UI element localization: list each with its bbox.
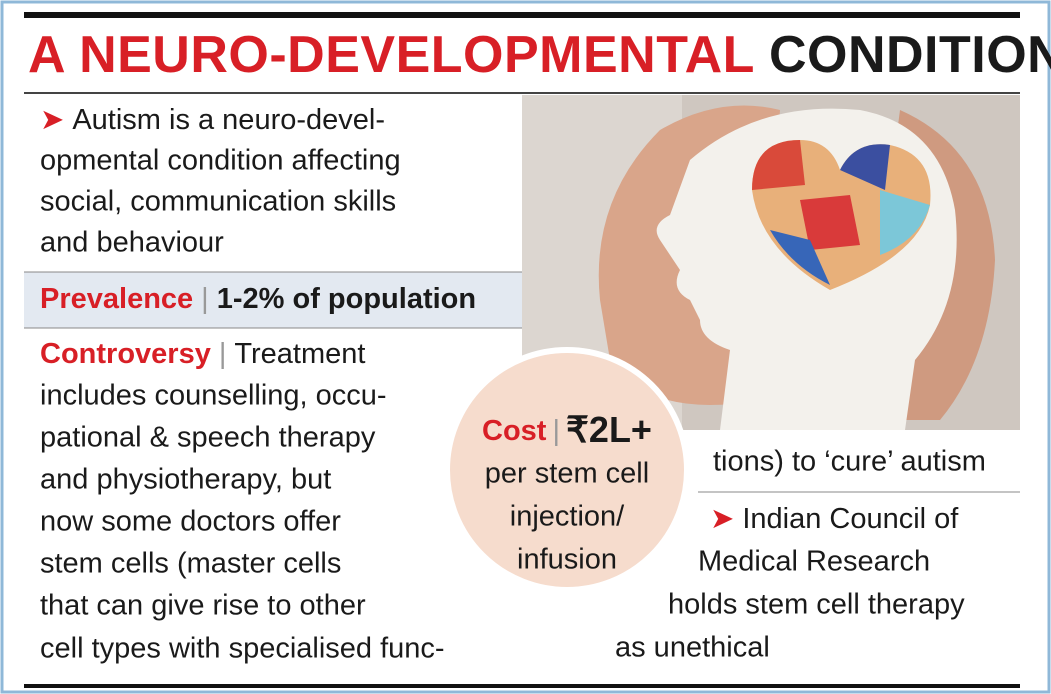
prevalence: Prevalence | 1-2% of population bbox=[40, 283, 476, 315]
cost-line: injection/ bbox=[510, 501, 625, 533]
controversy-line: pational & speech therapy bbox=[40, 422, 376, 454]
title-rule bbox=[24, 92, 1020, 94]
intro-text: Autism is a neuro-devel- bbox=[72, 104, 385, 136]
controversy-line: that can give rise to other bbox=[40, 590, 366, 622]
icmr-line: holds stem cell therapy bbox=[668, 589, 965, 621]
bottom-rule bbox=[24, 684, 1020, 688]
controversy-line: and physiotherapy, but bbox=[40, 464, 331, 496]
intro-line: ➤ Autism is a neuro-devel- bbox=[40, 104, 385, 136]
prevalence-label: Prevalence bbox=[40, 283, 193, 315]
cost-heading: Cost | ₹2L+ bbox=[482, 409, 652, 450]
icmr-line: as unethical bbox=[615, 632, 770, 664]
separator: | bbox=[552, 415, 560, 447]
icmr-line: Medical Research bbox=[698, 546, 930, 578]
cost-circle bbox=[444, 347, 690, 593]
intro-line: and behaviour bbox=[40, 227, 224, 259]
controversy-line: includes counselling, occu- bbox=[40, 380, 387, 412]
controversy-line: stem cells (master cells bbox=[40, 548, 341, 580]
controversy-line: now some doctors offer bbox=[40, 506, 341, 538]
controversy-label: Controversy bbox=[40, 338, 211, 370]
cost-value: ₹2L+ bbox=[566, 409, 652, 450]
separator: | bbox=[219, 338, 227, 370]
title-red: A NEURO-DEVELOPMENTAL bbox=[28, 26, 755, 84]
prevalence-band bbox=[24, 272, 522, 328]
cost-line: infusion bbox=[517, 544, 617, 576]
prevalence-value: 1-2% of population bbox=[217, 283, 476, 315]
top-rule bbox=[24, 12, 1020, 18]
controversy-line: Controversy | Treatment bbox=[40, 338, 365, 370]
title: A NEURO-DEVELOPMENTAL CONDITION bbox=[28, 26, 1051, 84]
continuation-line: tions) to ‘cure’ autism bbox=[713, 446, 986, 478]
title-black: CONDITION bbox=[769, 26, 1051, 84]
icmr-line: ➤ Indian Council of bbox=[710, 503, 959, 535]
icmr-text: Indian Council of bbox=[742, 503, 959, 535]
controversy-line: cell types with specialised func- bbox=[40, 633, 445, 665]
cost-line: per stem cell bbox=[485, 458, 649, 490]
bullet-marker: ➤ bbox=[40, 104, 64, 136]
bullet-marker: ➤ bbox=[710, 503, 734, 535]
separator: | bbox=[201, 283, 209, 315]
controversy-text: Treatment bbox=[234, 338, 365, 370]
intro-line: social, communication skills bbox=[40, 186, 396, 218]
cost-label: Cost bbox=[482, 415, 547, 447]
intro-line: opmental condition affecting bbox=[40, 145, 401, 177]
